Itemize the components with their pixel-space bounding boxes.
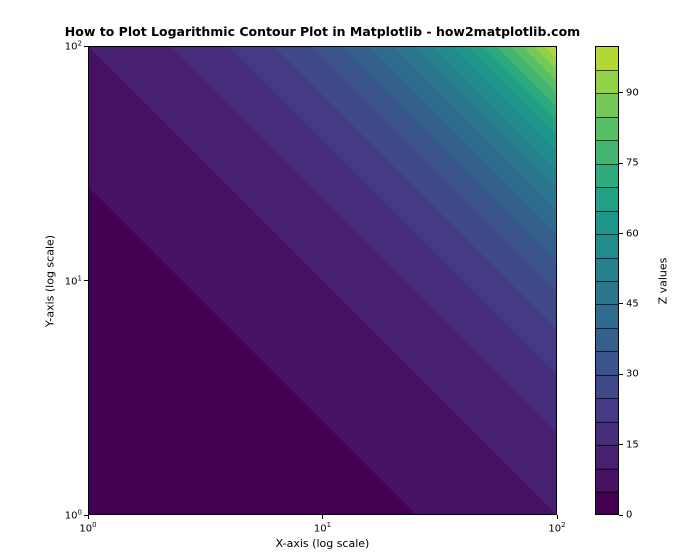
colorbar-separator: [596, 164, 618, 165]
x-tick-mark: [557, 515, 558, 519]
chart-title: How to Plot Logarithmic Contour Plot in …: [65, 24, 580, 39]
colorbar-separator: [596, 211, 618, 212]
y-tick-label: 101: [65, 274, 82, 287]
colorbar-separator: [596, 234, 618, 235]
y-tick-mark: [84, 515, 88, 516]
x-tick-mark: [88, 515, 89, 519]
colorbar-tick-mark: [619, 374, 623, 375]
colorbar-separator: [596, 375, 618, 376]
colorbar-separator: [596, 328, 618, 329]
colorbar-separator: [596, 93, 618, 94]
colorbar-separator: [596, 351, 618, 352]
colorbar-separator: [596, 281, 618, 282]
colorbar-separator: [596, 469, 618, 470]
y-axis-label: Y-axis (log scale): [44, 234, 57, 326]
colorbar: [595, 46, 619, 515]
colorbar-separator: [596, 258, 618, 259]
colorbar-tick-mark: [619, 303, 623, 304]
colorbar-tick-mark: [619, 233, 623, 234]
colorbar-tick-mark: [619, 92, 623, 93]
colorbar-tick-label: 30: [626, 369, 639, 380]
y-tick-mark: [84, 46, 88, 47]
colorbar-tick-mark: [619, 515, 623, 516]
contour-plot-area: [88, 46, 557, 515]
colorbar-separator: [596, 70, 618, 71]
colorbar-separator: [596, 445, 618, 446]
colorbar-separator: [596, 187, 618, 188]
colorbar-tick-label: 60: [626, 228, 639, 239]
colorbar-tick-label: 45: [626, 298, 639, 309]
x-tick-label: 100: [79, 521, 96, 534]
y-tick-label: 102: [65, 39, 82, 52]
colorbar-separator: [596, 422, 618, 423]
figure: How to Plot Logarithmic Contour Plot in …: [0, 0, 700, 560]
colorbar-separator: [596, 492, 618, 493]
y-tick-mark: [84, 280, 88, 281]
colorbar-tick-label: 0: [626, 510, 632, 521]
colorbar-separator: [596, 117, 618, 118]
colorbar-label: Z values: [657, 257, 670, 304]
colorbar-tick-label: 15: [626, 439, 639, 450]
y-tick-label: 100: [65, 508, 82, 521]
colorbar-tick-mark: [619, 444, 623, 445]
colorbar-separator: [596, 398, 618, 399]
colorbar-tick-label: 75: [626, 158, 639, 169]
contour-canvas: [89, 47, 556, 514]
x-tick-label: 102: [548, 521, 565, 534]
colorbar-separator: [596, 304, 618, 305]
colorbar-separator: [596, 140, 618, 141]
colorbar-tick-label: 90: [626, 87, 639, 98]
x-tick-label: 101: [314, 521, 331, 534]
colorbar-tick-mark: [619, 163, 623, 164]
x-axis-label: X-axis (log scale): [276, 537, 370, 550]
x-tick-mark: [322, 515, 323, 519]
